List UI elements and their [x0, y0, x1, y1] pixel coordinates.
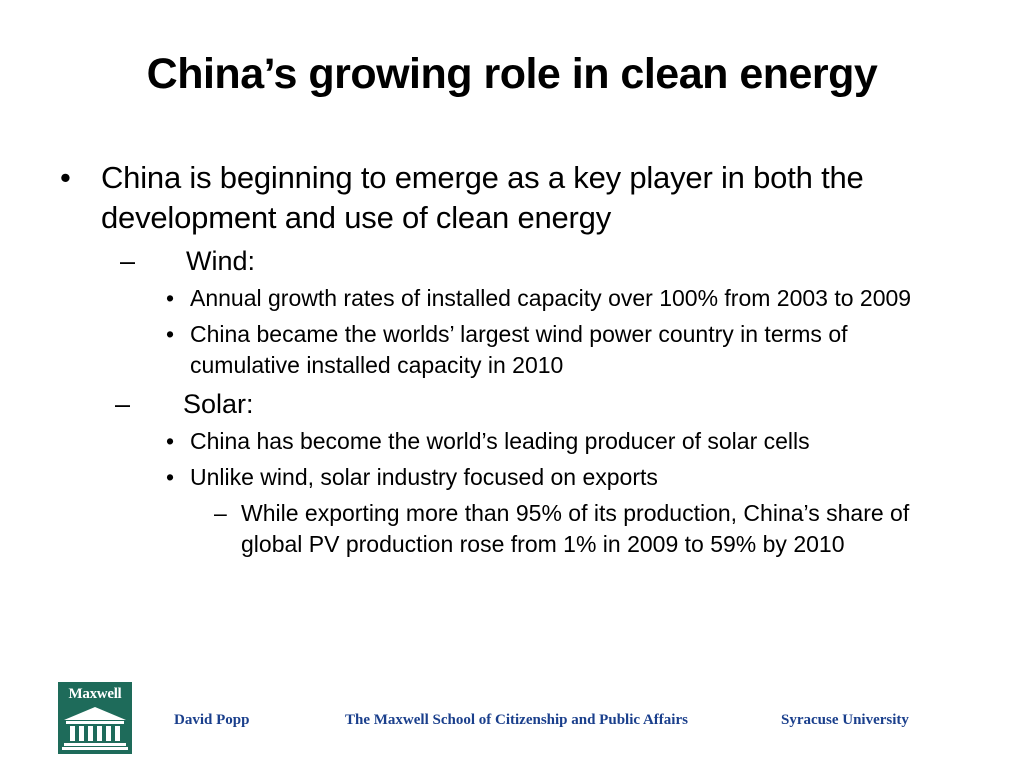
bullet-solar-item-2: • Unlike wind, solar industry focused on…: [166, 462, 960, 493]
footer-author: David Popp: [174, 712, 250, 728]
bullet-marker: •: [166, 285, 175, 311]
logo-text: Maxwell: [68, 686, 122, 702]
maxwell-logo: Maxwell: [58, 682, 132, 754]
bullet-solar: – Solar:: [115, 387, 960, 421]
bullet-wind-label: Wind:: [186, 246, 256, 276]
dash-marker: –: [115, 389, 131, 419]
bullet-marker: •: [166, 428, 175, 454]
bullet-main: • China is beginning to emerge as a key …: [60, 158, 960, 238]
bullet-wind-item-2: • China became the worlds’ largest wind …: [166, 319, 960, 381]
bullet-wind-item-2-text: China became the worlds’ largest wind po…: [190, 321, 848, 378]
building-icon: [62, 707, 128, 750]
bullet-solar-subitem: – While exporting more than 95% of its p…: [214, 498, 961, 560]
slide-title: China’s growing role in clean energy: [146, 50, 878, 98]
bullet-solar-item-2-text: Unlike wind, solar industry focused on e…: [190, 464, 658, 490]
bullet-wind: – Wind:: [120, 244, 960, 278]
dash-marker: –: [214, 500, 227, 526]
bullet-solar-item-1-text: China has become the world’s leading pro…: [190, 428, 810, 454]
bullet-solar-subitem-text: While exporting more than 95% of its pro…: [241, 500, 910, 557]
bullet-wind-item-1: • Annual growth rates of installed capac…: [166, 283, 960, 314]
bullet-solar-label: Solar:: [183, 389, 254, 419]
bullet-marker: •: [166, 464, 175, 490]
footer-school: The Maxwell School of Citizenship and Pu…: [345, 712, 688, 728]
footer-university: Syracuse University: [781, 712, 909, 728]
bullet-main-text: China is beginning to emerge as a key pl…: [101, 160, 864, 235]
slide-content: • China is beginning to emerge as a key …: [60, 158, 960, 560]
dash-marker: –: [120, 246, 136, 276]
slide-footer: Maxwell David Popp The Maxwell School of…: [0, 680, 1024, 760]
bullet-marker: •: [166, 321, 175, 347]
bullet-solar-item-1: • China has become the world’s leading p…: [166, 426, 960, 457]
bullet-marker: •: [60, 160, 71, 195]
bullet-wind-item-1-text: Annual growth rates of installed capacit…: [190, 285, 912, 311]
